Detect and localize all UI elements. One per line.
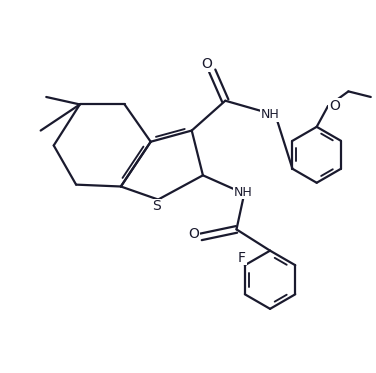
Text: O: O xyxy=(188,227,199,241)
Text: NH: NH xyxy=(261,109,279,121)
Text: F: F xyxy=(238,251,246,265)
Text: S: S xyxy=(152,199,161,213)
Text: NH: NH xyxy=(234,186,253,198)
Text: O: O xyxy=(201,57,212,71)
Text: O: O xyxy=(329,98,340,113)
